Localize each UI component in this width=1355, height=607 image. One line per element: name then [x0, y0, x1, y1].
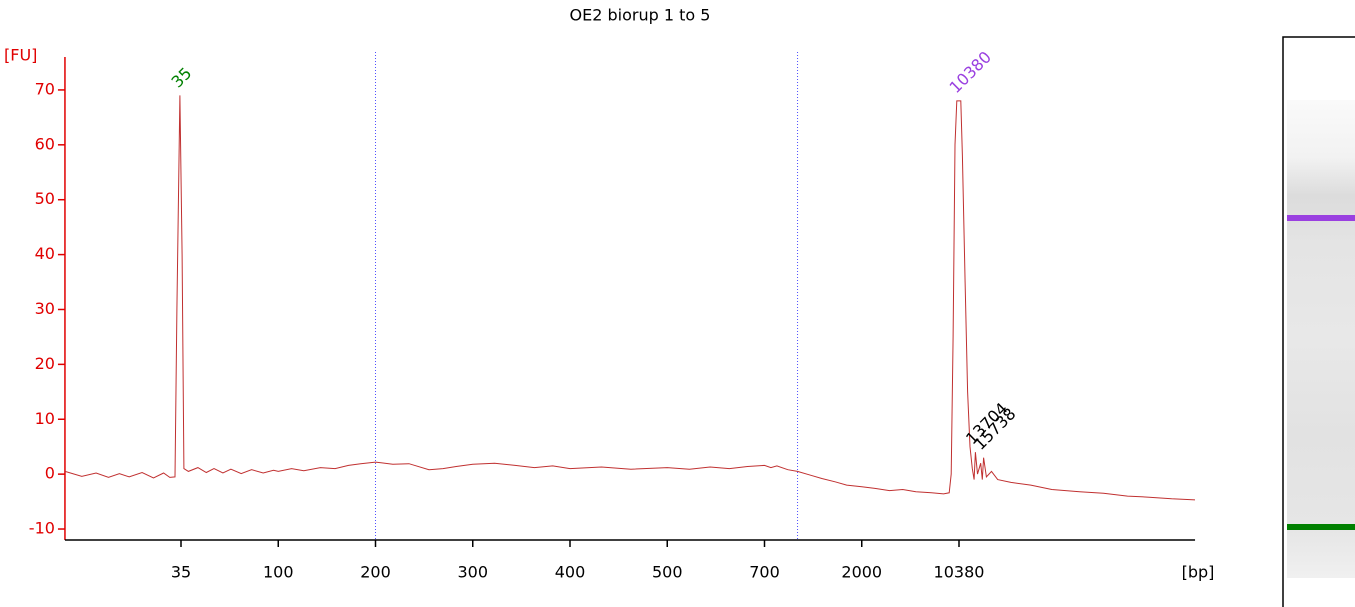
y-tick-label: 30 [35, 299, 55, 318]
x-tick-label: 35 [171, 563, 191, 582]
y-tick-label: 0 [45, 464, 55, 483]
x-tick-label: 700 [749, 563, 780, 582]
x-tick-label: 100 [263, 563, 294, 582]
peak-label: 35 [168, 64, 196, 92]
y-tick-label: 10 [35, 409, 55, 428]
x-tick-label: 500 [652, 563, 683, 582]
y-tick-label: 70 [35, 79, 55, 98]
x-tick-label: 200 [360, 563, 391, 582]
peak-label: 10380 [946, 47, 995, 96]
y-tick-label: 20 [35, 354, 55, 373]
gel-band [1287, 524, 1355, 530]
y-tick-label: -10 [29, 519, 55, 538]
x-tick-label: 300 [457, 563, 488, 582]
gel-lane [1282, 36, 1355, 607]
chart-title: OE2 biorup 1 to 5 [570, 6, 711, 25]
y-axis-label: [FU] [4, 46, 37, 65]
x-tick-label: 10380 [934, 563, 985, 582]
x-tick-label: 2000 [841, 563, 882, 582]
y-tick-label: 50 [35, 189, 55, 208]
x-axis-label: [bp] [1182, 563, 1215, 582]
y-tick-label: 40 [35, 244, 55, 263]
gel-band [1287, 215, 1355, 221]
x-tick-label: 400 [555, 563, 586, 582]
y-tick-label: 60 [35, 134, 55, 153]
trace [64, 95, 1196, 501]
